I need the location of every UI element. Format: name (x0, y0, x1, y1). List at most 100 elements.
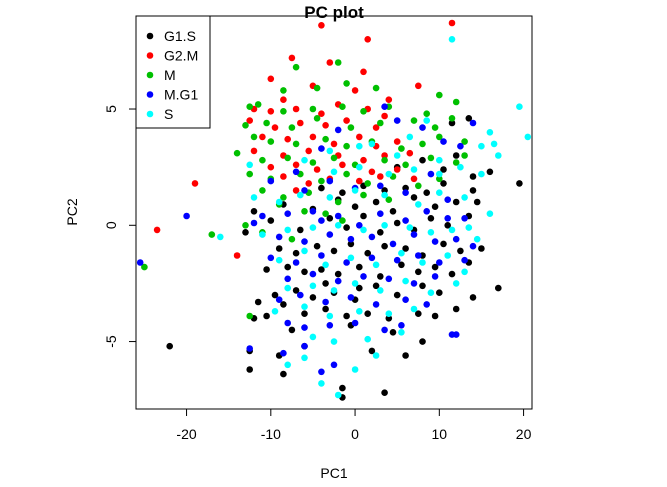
data-point (309, 159, 317, 166)
data-point (351, 319, 359, 327)
data-point (385, 196, 393, 203)
data-point (318, 145, 325, 152)
data-point (415, 182, 422, 190)
data-point (440, 180, 447, 187)
data-point (452, 98, 460, 106)
data-point (410, 175, 418, 183)
data-point (322, 305, 329, 313)
data-point (343, 170, 350, 178)
data-point (377, 119, 384, 127)
data-point (393, 117, 401, 124)
data-point (339, 217, 346, 224)
data-point (423, 301, 431, 308)
data-point (292, 259, 300, 266)
data-point (334, 126, 342, 134)
data-point (377, 229, 384, 236)
x-axis: -20 -10 0 10 20 (176, 408, 532, 442)
data-point (469, 119, 477, 127)
data-point (356, 308, 363, 315)
data-point (406, 149, 414, 157)
data-point (318, 380, 325, 387)
data-point (309, 294, 317, 301)
data-point (263, 119, 270, 127)
data-point (444, 222, 452, 229)
data-point (250, 219, 258, 227)
legend-items: G1.S G2.M M M.G1 S (146, 28, 198, 122)
data-point (419, 124, 426, 131)
data-point (309, 224, 317, 231)
data-point (427, 170, 435, 178)
data-point (360, 212, 367, 220)
data-point (465, 115, 473, 122)
legend-label: M.G1 (164, 87, 198, 103)
data-point (372, 84, 380, 92)
x-tick-label: 10 (432, 426, 448, 442)
data-point (334, 198, 342, 206)
data-point (410, 231, 418, 238)
data-point (330, 168, 338, 176)
data-point (427, 215, 435, 222)
data-point (452, 331, 460, 338)
data-point (284, 263, 292, 271)
data-point (406, 224, 414, 231)
data-point (431, 124, 439, 131)
y-axis-label: PC2 (64, 198, 80, 225)
data-point (318, 252, 325, 259)
data-point (385, 170, 393, 178)
data-point (280, 194, 287, 201)
data-point (288, 235, 296, 243)
data-point (381, 187, 388, 194)
data-point (326, 59, 334, 66)
data-point (398, 322, 405, 329)
data-point (250, 133, 258, 141)
legend-label: S (164, 106, 173, 122)
data-point (275, 233, 283, 241)
data-point (436, 259, 443, 266)
data-point (334, 222, 342, 229)
data-point (343, 259, 350, 266)
data-point (410, 166, 418, 173)
data-point (183, 212, 190, 220)
data-point (448, 226, 456, 234)
data-point (364, 335, 372, 343)
data-point (389, 240, 397, 248)
data-point (461, 268, 468, 276)
data-point (448, 19, 456, 27)
data-point (415, 201, 422, 208)
legend-marker (146, 91, 154, 98)
data-point (318, 368, 325, 376)
data-point (309, 282, 317, 290)
data-point (326, 177, 334, 185)
data-point (377, 210, 384, 217)
plot-area: G1.S G2.M M M.G1 S (135, 15, 533, 410)
data-point (393, 166, 401, 173)
data-point (410, 194, 418, 201)
data-point (318, 22, 325, 29)
data-point (389, 329, 397, 336)
data-point (309, 133, 317, 141)
data-point (246, 117, 253, 124)
data-point (347, 294, 355, 301)
data-point (381, 103, 388, 110)
data-point (301, 303, 308, 311)
data-point (284, 275, 292, 283)
data-point (377, 287, 384, 294)
data-point (284, 135, 292, 143)
data-point (330, 154, 338, 162)
data-point (297, 226, 304, 234)
data-point (495, 152, 502, 159)
data-point (313, 84, 321, 92)
data-point (292, 249, 300, 257)
data-point (393, 219, 401, 227)
data-point (436, 175, 443, 183)
data-point (318, 266, 325, 273)
data-point (415, 310, 422, 318)
series-m (141, 59, 468, 320)
data-point (478, 245, 485, 252)
data-point (452, 305, 460, 313)
data-point (360, 226, 367, 234)
data-point (301, 310, 308, 318)
data-point (436, 156, 443, 164)
data-point (267, 177, 275, 185)
data-point (427, 229, 435, 236)
